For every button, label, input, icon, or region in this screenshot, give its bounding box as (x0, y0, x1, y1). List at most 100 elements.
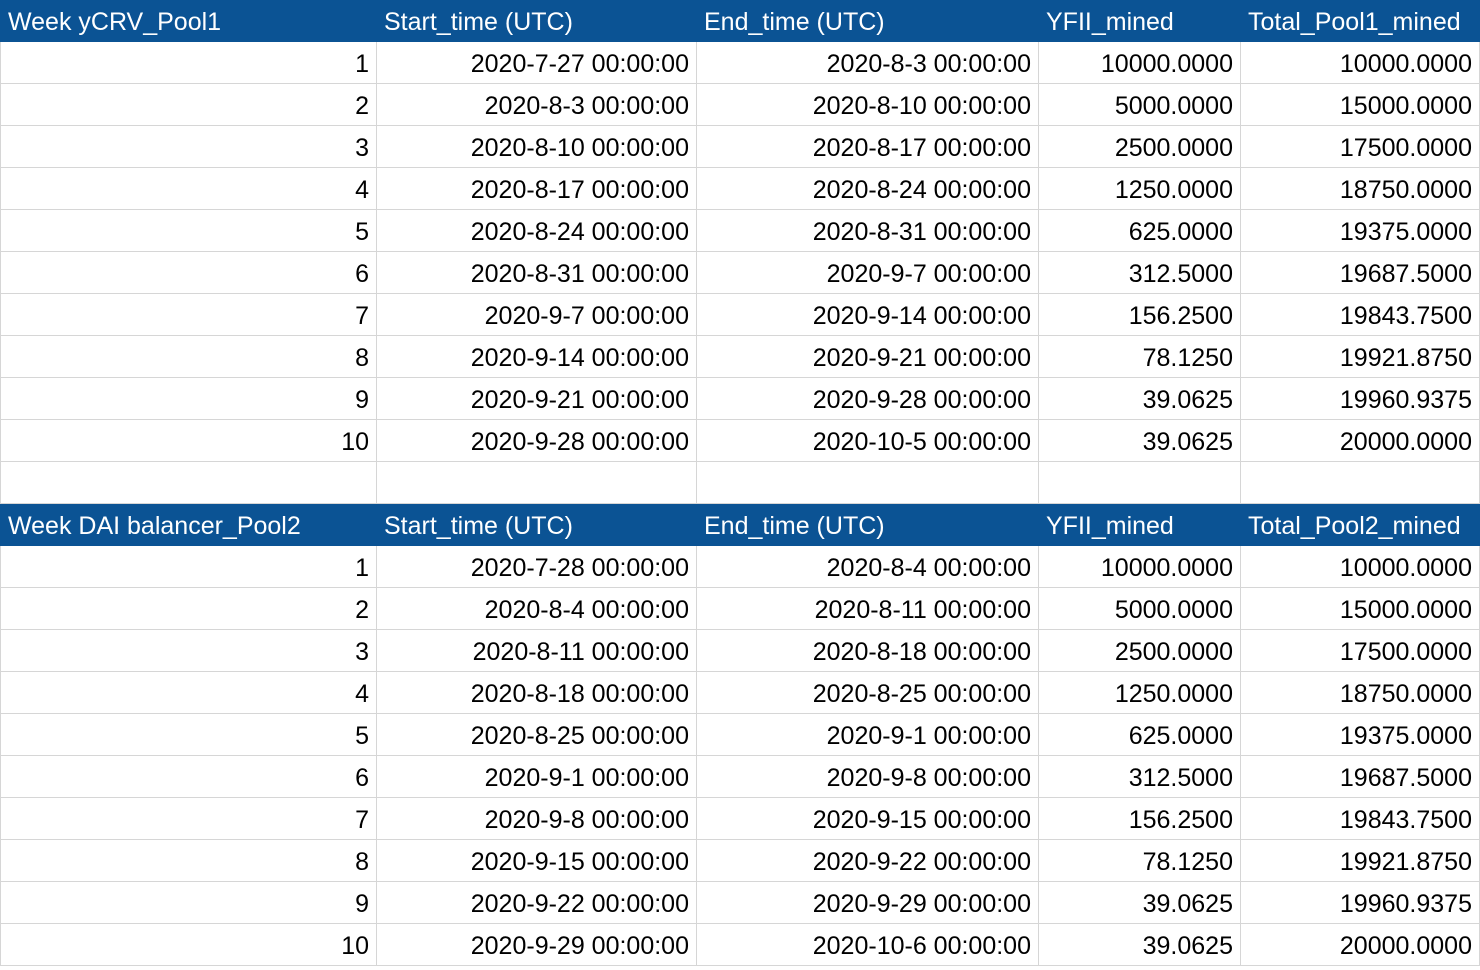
cell-week[interactable]: 2 (0, 588, 377, 630)
cell-start-time[interactable]: 2020-9-22 00:00:00 (377, 882, 697, 924)
header-cell-week[interactable]: Week yCRV_Pool1 (0, 0, 377, 42)
cell-yfii-mined[interactable]: 156.2500 (1039, 798, 1241, 840)
empty-cell[interactable] (377, 462, 697, 504)
cell-end-time[interactable]: 2020-8-31 00:00:00 (697, 210, 1039, 252)
header-cell-total-mined[interactable]: Total_Pool2_mined (1241, 504, 1480, 546)
cell-start-time[interactable]: 2020-8-18 00:00:00 (377, 672, 697, 714)
cell-yfii-mined[interactable]: 2500.0000 (1039, 126, 1241, 168)
cell-start-time[interactable]: 2020-8-11 00:00:00 (377, 630, 697, 672)
cell-week[interactable]: 9 (0, 378, 377, 420)
cell-total-mined[interactable]: 17500.0000 (1241, 630, 1480, 672)
header-cell-start-time[interactable]: Start_time (UTC) (377, 504, 697, 546)
cell-yfii-mined[interactable]: 156.2500 (1039, 294, 1241, 336)
cell-week[interactable]: 7 (0, 294, 377, 336)
cell-total-mined[interactable]: 19687.5000 (1241, 756, 1480, 798)
cell-week[interactable]: 2 (0, 84, 377, 126)
cell-total-mined[interactable]: 19843.7500 (1241, 798, 1480, 840)
cell-start-time[interactable]: 2020-7-28 00:00:00 (377, 546, 697, 588)
cell-yfii-mined[interactable]: 312.5000 (1039, 756, 1241, 798)
cell-end-time[interactable]: 2020-8-25 00:00:00 (697, 672, 1039, 714)
header-cell-yfii-mined[interactable]: YFII_mined (1039, 0, 1241, 42)
cell-start-time[interactable]: 2020-9-15 00:00:00 (377, 840, 697, 882)
cell-week[interactable]: 10 (0, 420, 377, 462)
cell-total-mined[interactable]: 19921.8750 (1241, 840, 1480, 882)
cell-end-time[interactable]: 2020-9-15 00:00:00 (697, 798, 1039, 840)
cell-end-time[interactable]: 2020-8-18 00:00:00 (697, 630, 1039, 672)
cell-total-mined[interactable]: 19375.0000 (1241, 210, 1480, 252)
cell-week[interactable]: 8 (0, 336, 377, 378)
cell-week[interactable]: 3 (0, 126, 377, 168)
header-cell-end-time[interactable]: End_time (UTC) (697, 504, 1039, 546)
cell-week[interactable]: 6 (0, 756, 377, 798)
cell-week[interactable]: 9 (0, 882, 377, 924)
header-cell-end-time[interactable]: End_time (UTC) (697, 0, 1039, 42)
cell-total-mined[interactable]: 10000.0000 (1241, 42, 1480, 84)
cell-total-mined[interactable]: 19921.8750 (1241, 336, 1480, 378)
cell-total-mined[interactable]: 10000.0000 (1241, 546, 1480, 588)
cell-yfii-mined[interactable]: 1250.0000 (1039, 672, 1241, 714)
cell-start-time[interactable]: 2020-8-17 00:00:00 (377, 168, 697, 210)
cell-week[interactable]: 1 (0, 42, 377, 84)
empty-cell[interactable] (0, 462, 377, 504)
cell-total-mined[interactable]: 19375.0000 (1241, 714, 1480, 756)
cell-start-time[interactable]: 2020-8-10 00:00:00 (377, 126, 697, 168)
cell-start-time[interactable]: 2020-7-27 00:00:00 (377, 42, 697, 84)
cell-end-time[interactable]: 2020-9-8 00:00:00 (697, 756, 1039, 798)
cell-yfii-mined[interactable]: 39.0625 (1039, 420, 1241, 462)
cell-end-time[interactable]: 2020-8-17 00:00:00 (697, 126, 1039, 168)
cell-total-mined[interactable]: 19960.9375 (1241, 378, 1480, 420)
empty-cell[interactable] (1039, 462, 1241, 504)
cell-week[interactable]: 10 (0, 924, 377, 966)
cell-week[interactable]: 1 (0, 546, 377, 588)
cell-week[interactable]: 3 (0, 630, 377, 672)
cell-start-time[interactable]: 2020-9-14 00:00:00 (377, 336, 697, 378)
cell-yfii-mined[interactable]: 5000.0000 (1039, 84, 1241, 126)
header-cell-start-time[interactable]: Start_time (UTC) (377, 0, 697, 42)
cell-total-mined[interactable]: 20000.0000 (1241, 420, 1480, 462)
cell-start-time[interactable]: 2020-8-24 00:00:00 (377, 210, 697, 252)
cell-yfii-mined[interactable]: 1250.0000 (1039, 168, 1241, 210)
cell-end-time[interactable]: 2020-9-21 00:00:00 (697, 336, 1039, 378)
cell-yfii-mined[interactable]: 10000.0000 (1039, 546, 1241, 588)
cell-end-time[interactable]: 2020-8-24 00:00:00 (697, 168, 1039, 210)
cell-yfii-mined[interactable]: 39.0625 (1039, 882, 1241, 924)
cell-end-time[interactable]: 2020-8-4 00:00:00 (697, 546, 1039, 588)
cell-start-time[interactable]: 2020-8-25 00:00:00 (377, 714, 697, 756)
cell-end-time[interactable]: 2020-9-7 00:00:00 (697, 252, 1039, 294)
cell-end-time[interactable]: 2020-10-5 00:00:00 (697, 420, 1039, 462)
cell-start-time[interactable]: 2020-9-7 00:00:00 (377, 294, 697, 336)
cell-yfii-mined[interactable]: 78.1250 (1039, 840, 1241, 882)
cell-start-time[interactable]: 2020-9-28 00:00:00 (377, 420, 697, 462)
cell-start-time[interactable]: 2020-8-3 00:00:00 (377, 84, 697, 126)
cell-week[interactable]: 7 (0, 798, 377, 840)
cell-start-time[interactable]: 2020-8-31 00:00:00 (377, 252, 697, 294)
cell-end-time[interactable]: 2020-9-14 00:00:00 (697, 294, 1039, 336)
cell-total-mined[interactable]: 19960.9375 (1241, 882, 1480, 924)
header-cell-total-mined[interactable]: Total_Pool1_mined (1241, 0, 1480, 42)
cell-total-mined[interactable]: 18750.0000 (1241, 168, 1480, 210)
cell-total-mined[interactable]: 15000.0000 (1241, 588, 1480, 630)
cell-week[interactable]: 6 (0, 252, 377, 294)
cell-week[interactable]: 4 (0, 168, 377, 210)
cell-end-time[interactable]: 2020-9-29 00:00:00 (697, 882, 1039, 924)
cell-yfii-mined[interactable]: 10000.0000 (1039, 42, 1241, 84)
cell-total-mined[interactable]: 17500.0000 (1241, 126, 1480, 168)
cell-end-time[interactable]: 2020-10-6 00:00:00 (697, 924, 1039, 966)
cell-yfii-mined[interactable]: 312.5000 (1039, 252, 1241, 294)
cell-end-time[interactable]: 2020-9-1 00:00:00 (697, 714, 1039, 756)
cell-yfii-mined[interactable]: 625.0000 (1039, 210, 1241, 252)
cell-total-mined[interactable]: 15000.0000 (1241, 84, 1480, 126)
cell-total-mined[interactable]: 20000.0000 (1241, 924, 1480, 966)
cell-end-time[interactable]: 2020-8-10 00:00:00 (697, 84, 1039, 126)
cell-total-mined[interactable]: 18750.0000 (1241, 672, 1480, 714)
cell-yfii-mined[interactable]: 39.0625 (1039, 924, 1241, 966)
empty-cell[interactable] (697, 462, 1039, 504)
cell-yfii-mined[interactable]: 2500.0000 (1039, 630, 1241, 672)
cell-week[interactable]: 5 (0, 714, 377, 756)
cell-total-mined[interactable]: 19687.5000 (1241, 252, 1480, 294)
cell-week[interactable]: 5 (0, 210, 377, 252)
cell-end-time[interactable]: 2020-9-28 00:00:00 (697, 378, 1039, 420)
header-cell-yfii-mined[interactable]: YFII_mined (1039, 504, 1241, 546)
cell-yfii-mined[interactable]: 39.0625 (1039, 378, 1241, 420)
cell-week[interactable]: 8 (0, 840, 377, 882)
